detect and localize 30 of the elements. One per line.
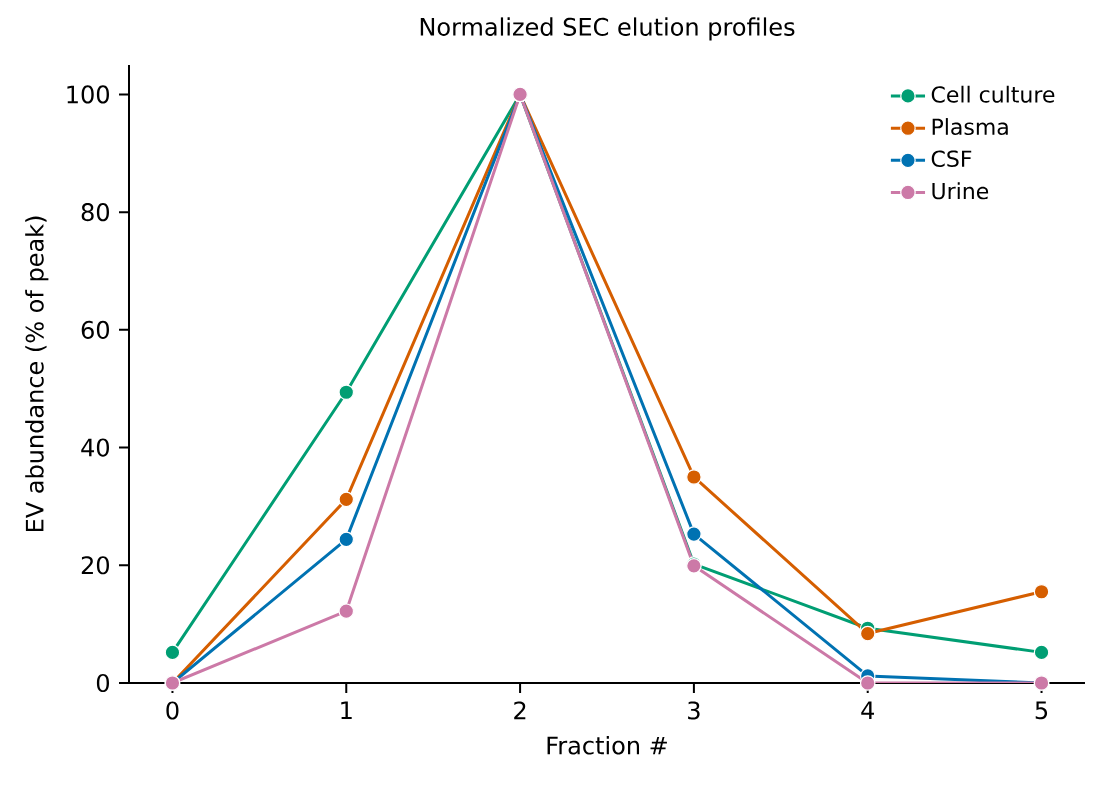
point [859, 625, 876, 642]
x-tick-label: 3 [688, 701, 700, 720]
x-tick-label: 2 [514, 701, 526, 720]
point [338, 491, 355, 508]
point [338, 531, 355, 548]
y-tick-label: 80 [81, 203, 109, 222]
y-tick-label: 40 [81, 438, 109, 457]
y-tick-label: 0 [96, 673, 110, 693]
point [1033, 644, 1050, 661]
y-tick-label: 60 [81, 320, 109, 339]
point [164, 644, 181, 661]
y-axis-title: EV abundance (% of peak) [25, 216, 49, 532]
point [859, 675, 876, 691]
point [338, 603, 355, 619]
point [686, 469, 702, 485]
x-tick-label: 5 [1035, 701, 1048, 720]
point [338, 384, 355, 401]
x-axis-title: Fraction # [547, 735, 667, 755]
y-tick-label: 100 [67, 85, 109, 104]
x-tick-label: 4 [861, 701, 875, 719]
x-tick-label: 1 [341, 701, 352, 719]
y-tick-label: 20 [81, 556, 109, 575]
legend-label: Plasma [932, 118, 1008, 136]
legend-label: Cell culture [931, 85, 1055, 103]
chart-title: Normalized SEC elution profiles [420, 17, 795, 41]
legend-label: Urine [932, 182, 989, 200]
point [1033, 583, 1050, 600]
point [686, 526, 702, 542]
legend-label: CSF [931, 150, 972, 168]
x-tick-label: 0 [166, 701, 179, 720]
